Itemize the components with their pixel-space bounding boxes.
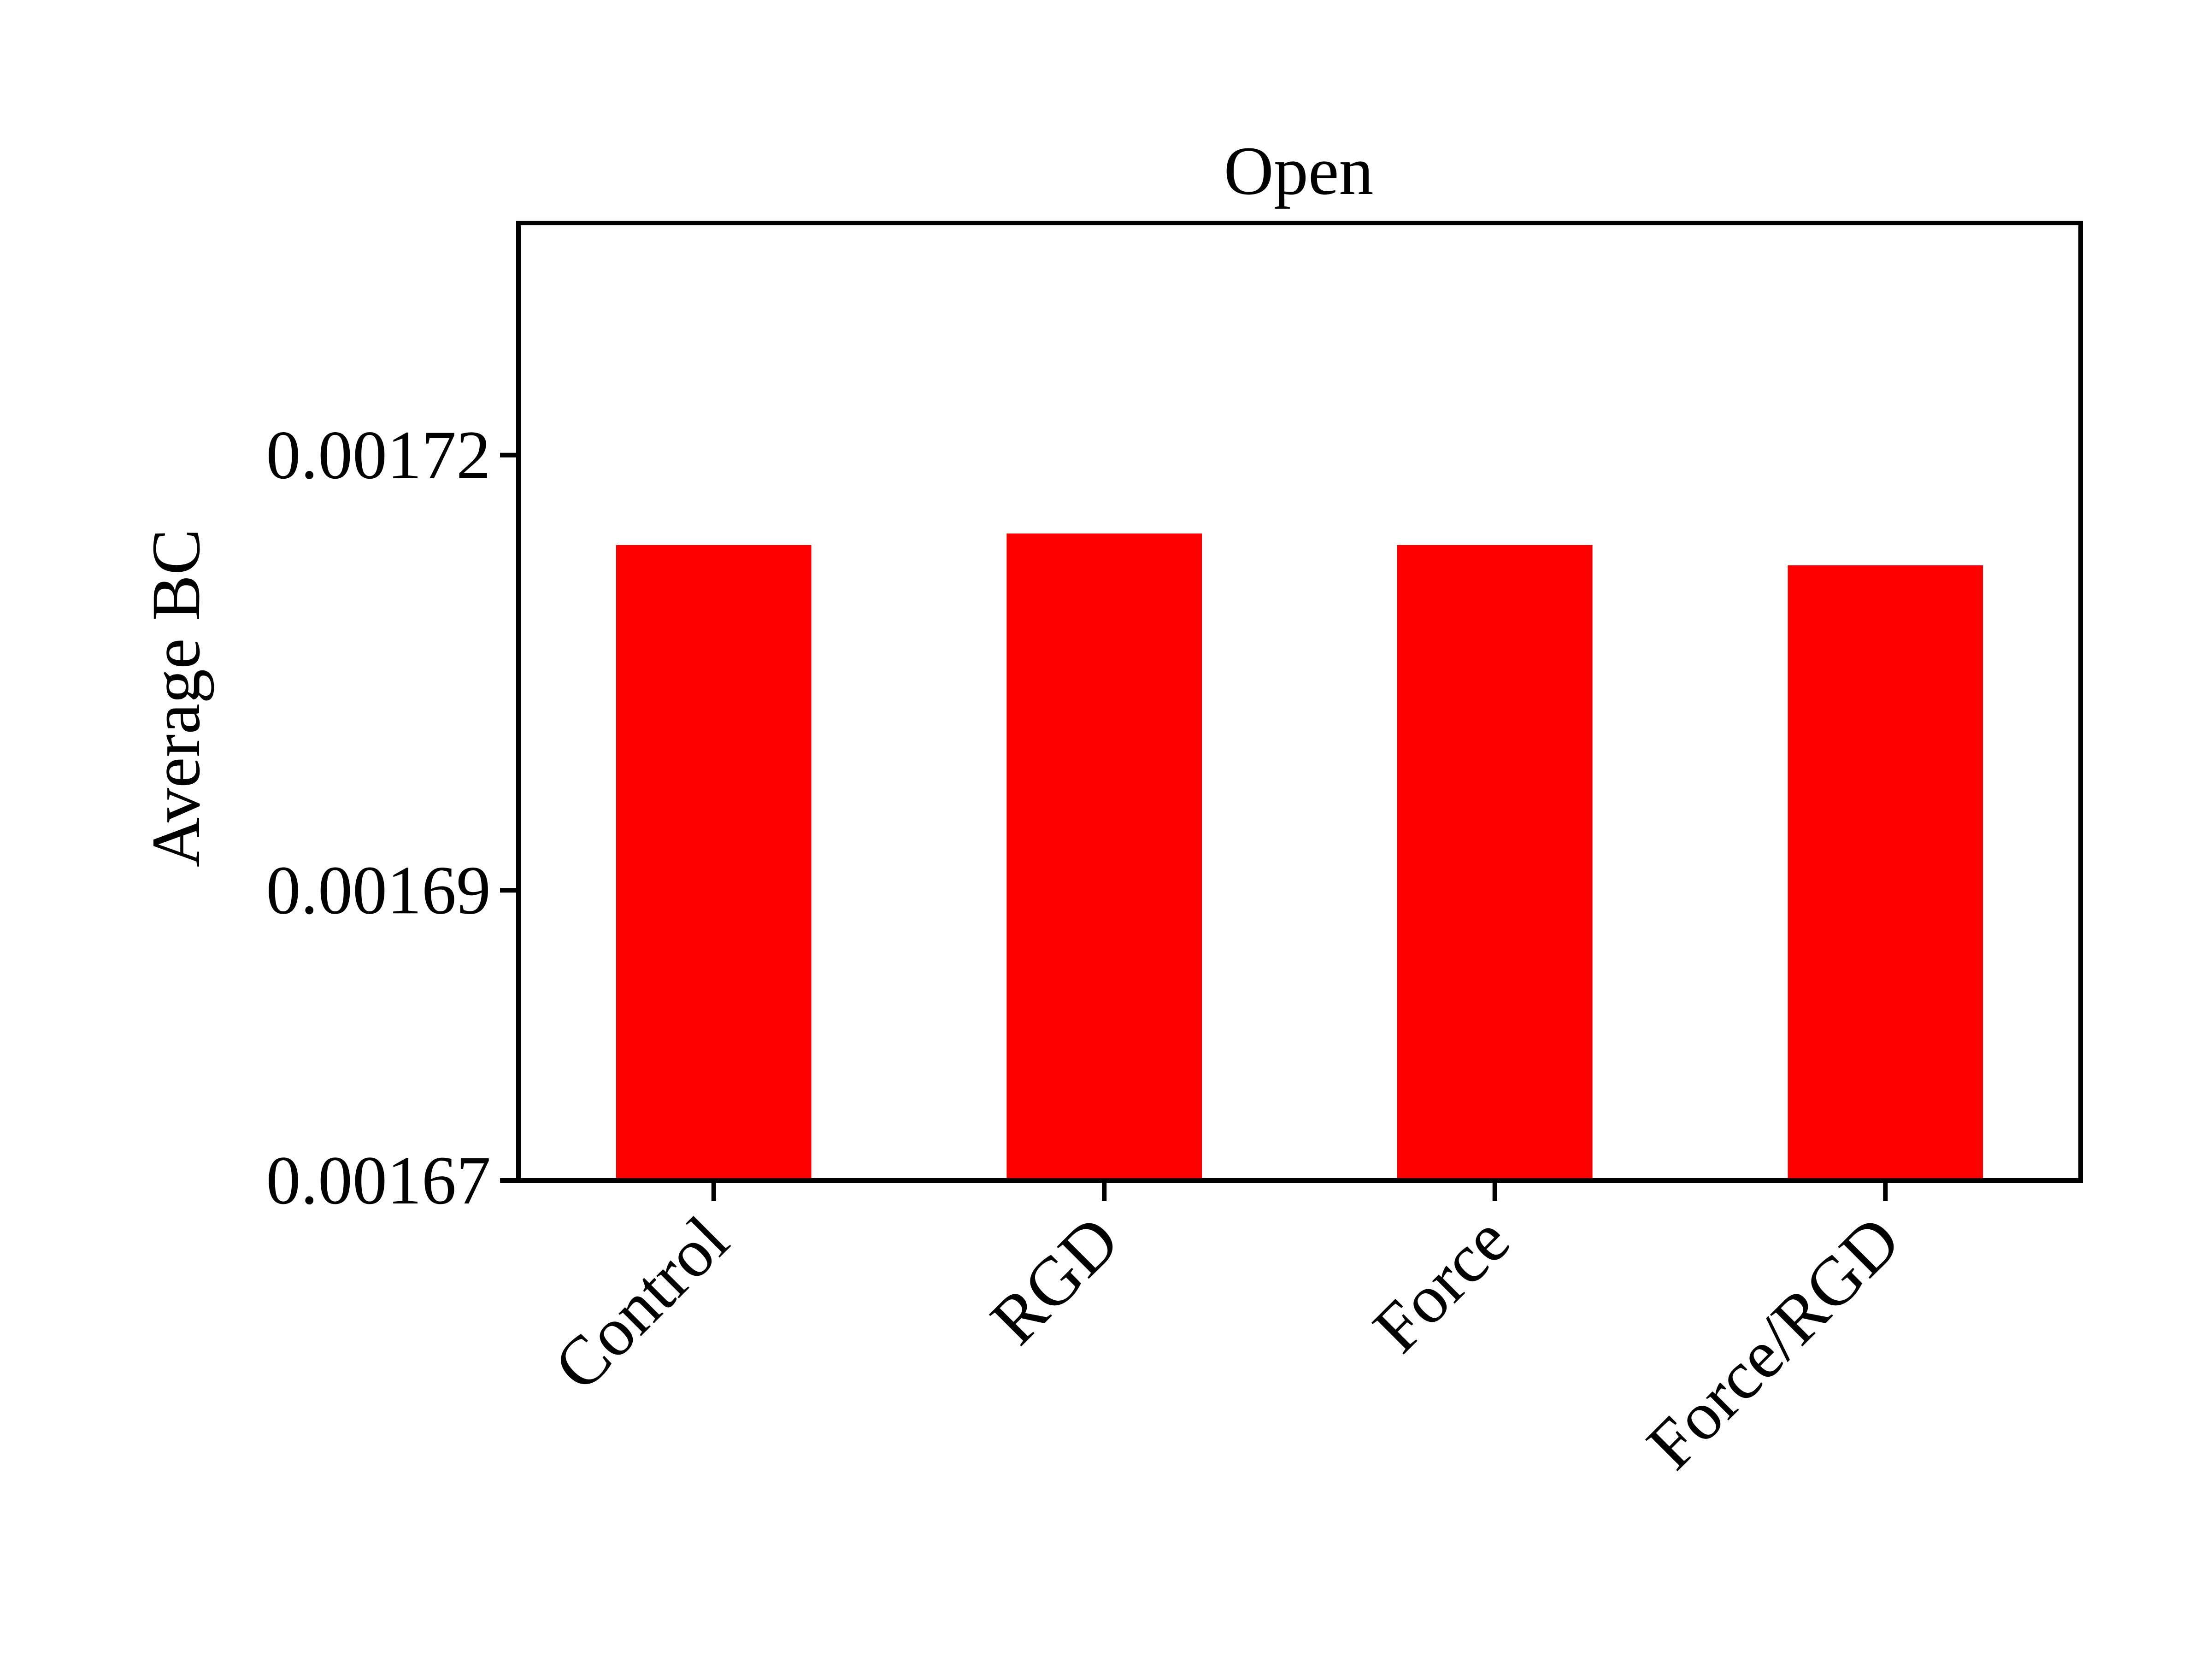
x-tick-label: RGD [976, 1202, 1133, 1359]
y-tick-label: 0.00172 [266, 417, 491, 493]
plot-frame [516, 221, 2083, 1183]
y-axis-label: Average BC [138, 529, 214, 867]
y-tick-label: 0.00167 [266, 1142, 491, 1219]
x-axis-ticks: Control RGD Force Force/RGD [540, 1180, 1915, 1484]
y-axis-ticks: 0.00167 0.00169 0.00172 [266, 417, 518, 1219]
x-tick-label: Control [540, 1202, 743, 1405]
bar-control [616, 545, 812, 1180]
x-tick-label: Force [1359, 1202, 1524, 1367]
bar-force [1397, 545, 1593, 1180]
x-tick-label: Force/RGD [1632, 1202, 1914, 1484]
bars-group [616, 533, 1983, 1180]
bar-rgd [1006, 533, 1202, 1180]
y-tick-label: 0.00169 [266, 852, 491, 928]
chart-title: Open [1224, 133, 1374, 209]
bar-force-rgd [1788, 565, 1983, 1180]
